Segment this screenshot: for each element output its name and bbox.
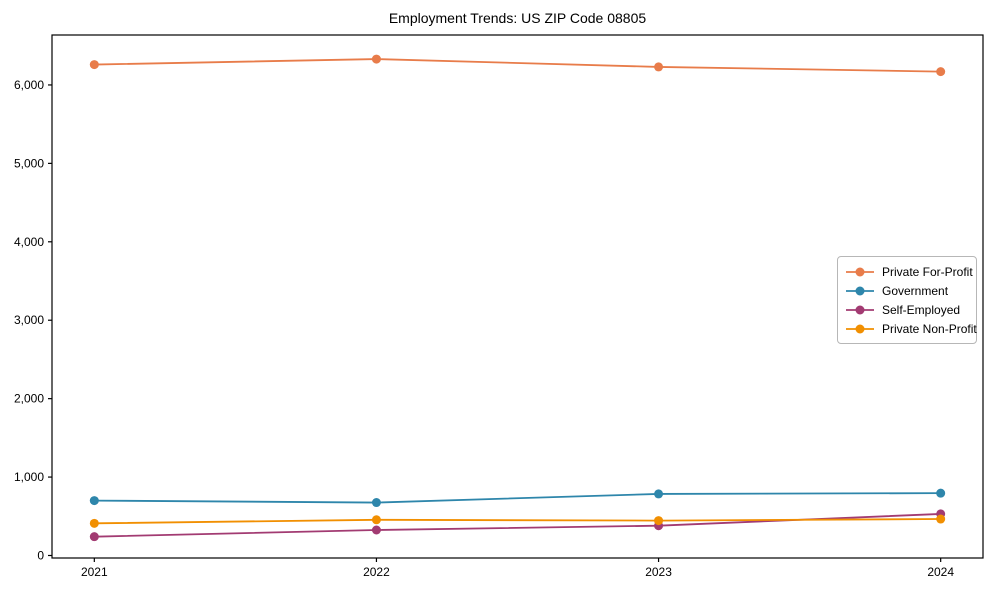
legend-line-marker-icon (846, 324, 874, 333)
legend-item-label: Government (882, 283, 949, 298)
x-tick-label: 2024 (927, 565, 954, 579)
legend-item-government: Government (845, 281, 968, 300)
y-tick-label: 5,000 (14, 156, 44, 170)
legend-item-self-employed: Self-Employed (845, 300, 968, 319)
data-point-government (371, 498, 381, 508)
legend: Private For-Profit Government Self-Employe… (837, 256, 977, 344)
y-tick-label: 0 (37, 548, 44, 562)
plot-frame (51, 34, 984, 559)
series-line-self-employed (94, 513, 941, 538)
x-tick-label: 2021 (81, 565, 108, 579)
chart-title: Employment Trends: US ZIP Code 08805 (388, 10, 647, 26)
x-tick-label: 2022 (363, 565, 390, 579)
y-tick-label: 3,000 (14, 313, 44, 327)
data-point-private-for-profit (936, 67, 946, 77)
series-line-government (94, 492, 941, 504)
y-tick-label: 4,000 (14, 235, 44, 249)
data-point-private-non-profit (371, 515, 381, 525)
legend-line-marker-icon (846, 305, 874, 314)
data-point-private-non-profit (89, 518, 99, 528)
series-line-private-non-profit (94, 518, 941, 525)
data-point-government (936, 488, 946, 498)
data-point-government (89, 496, 99, 506)
legend-item-private-for-profit: Private For-Profit (845, 262, 973, 281)
data-point-private-non-profit (654, 516, 664, 526)
legend-item-label: Self-Employed (882, 302, 961, 317)
legend-item-label: Private For-Profit (882, 264, 973, 279)
data-point-private-non-profit (936, 514, 946, 524)
y-tick-label: 2,000 (14, 392, 44, 406)
data-point-private-for-profit (371, 54, 381, 64)
legend-line-marker-icon (846, 267, 874, 276)
legend-item-label: Private Non-Profit (882, 321, 977, 336)
x-tick-label: 2023 (645, 565, 672, 579)
data-point-private-for-profit (654, 62, 664, 72)
y-tick-label: 1,000 (14, 470, 44, 484)
legend-item-private-non-profit: Private Non-Profit (845, 319, 977, 338)
series-line-private-for-profit (94, 58, 941, 73)
data-point-self-employed (89, 532, 99, 542)
data-point-self-employed (371, 525, 381, 535)
data-point-private-for-profit (89, 60, 99, 70)
data-point-government (654, 489, 664, 499)
y-tick-label: 6,000 (14, 78, 44, 92)
legend-line-marker-icon (846, 286, 874, 295)
